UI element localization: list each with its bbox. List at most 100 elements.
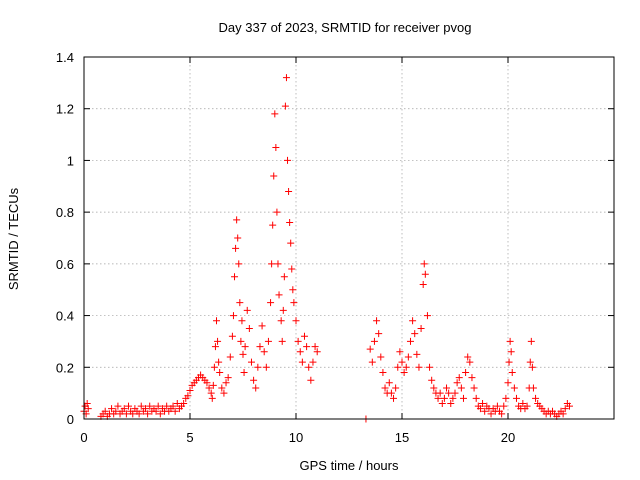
data-point bbox=[409, 317, 417, 325]
data-point bbox=[240, 368, 248, 376]
data-point bbox=[282, 74, 290, 82]
data-point bbox=[245, 325, 253, 332]
data-point bbox=[559, 410, 567, 418]
data-point bbox=[519, 399, 527, 407]
data-point bbox=[285, 187, 293, 195]
data-point bbox=[449, 394, 457, 402]
data-point bbox=[468, 374, 476, 382]
data-point bbox=[226, 353, 234, 361]
data-point bbox=[222, 379, 230, 387]
y-tick-label: 0.8 bbox=[56, 205, 74, 220]
data-point bbox=[406, 337, 414, 345]
data-point bbox=[268, 260, 276, 268]
data-point bbox=[451, 389, 459, 397]
data-point bbox=[526, 358, 534, 366]
data-point bbox=[171, 407, 179, 415]
data-point bbox=[156, 410, 164, 418]
data-point bbox=[287, 239, 295, 247]
chart-title: Day 337 of 2023, SRMTID for receiver pvo… bbox=[219, 20, 472, 35]
data-point bbox=[146, 402, 154, 410]
data-point bbox=[493, 402, 501, 410]
data-point bbox=[387, 389, 395, 397]
x-tick-label: 0 bbox=[80, 430, 87, 445]
data-point bbox=[208, 394, 216, 402]
data-point bbox=[313, 348, 321, 356]
data-point bbox=[426, 363, 434, 371]
data-point bbox=[561, 405, 569, 413]
axis-ticks: 0 0.2 0.4 0.6 0.8 1 1.2 1.4 0 5 10 15 20 bbox=[56, 50, 614, 445]
data-point bbox=[210, 363, 218, 371]
data-point bbox=[256, 343, 264, 351]
x-tick-label: 5 bbox=[186, 430, 193, 445]
data-point bbox=[247, 358, 255, 366]
data-point bbox=[279, 306, 287, 314]
data-point bbox=[289, 286, 297, 294]
data-point bbox=[122, 410, 130, 418]
data-point bbox=[243, 306, 251, 314]
data-point bbox=[445, 389, 453, 397]
data-point bbox=[394, 363, 402, 371]
data-point bbox=[309, 358, 317, 366]
data-point bbox=[300, 332, 308, 340]
data-point bbox=[411, 330, 419, 338]
data-point bbox=[262, 363, 270, 371]
data-point bbox=[296, 348, 304, 356]
data-point bbox=[235, 260, 243, 268]
data-point bbox=[274, 260, 282, 268]
data-point bbox=[286, 218, 294, 226]
data-point bbox=[368, 358, 376, 366]
data-point bbox=[269, 221, 277, 229]
data-point bbox=[218, 384, 226, 392]
plot-frame bbox=[83, 56, 615, 420]
data-point bbox=[186, 387, 194, 395]
data-point bbox=[528, 363, 536, 371]
data-point bbox=[375, 330, 383, 338]
data-point bbox=[277, 317, 285, 325]
x-axis-label: GPS time / hours bbox=[300, 458, 399, 473]
data-point bbox=[229, 312, 237, 320]
data-point bbox=[184, 392, 192, 400]
y-tick-label: 0.4 bbox=[56, 309, 74, 324]
data-point bbox=[129, 410, 137, 418]
data-point bbox=[466, 358, 474, 366]
y-axis-label: SRMTID / TECUs bbox=[6, 187, 21, 290]
data-point bbox=[252, 384, 260, 392]
y-tick-label: 0.6 bbox=[56, 257, 74, 272]
data-point bbox=[455, 374, 463, 382]
data-point bbox=[510, 384, 518, 392]
data-point bbox=[238, 317, 246, 325]
data-point bbox=[239, 350, 247, 358]
data-point bbox=[419, 281, 427, 289]
data-point bbox=[280, 273, 288, 281]
data-point bbox=[565, 402, 573, 410]
data-point bbox=[423, 312, 431, 320]
data-point bbox=[250, 376, 258, 384]
data-point bbox=[237, 337, 245, 345]
data-point bbox=[508, 368, 516, 376]
data-point bbox=[258, 322, 266, 330]
data-point bbox=[154, 402, 162, 410]
data-point bbox=[270, 172, 278, 180]
data-point bbox=[305, 363, 313, 371]
data-point bbox=[231, 273, 239, 281]
data-point bbox=[233, 216, 241, 224]
data-point bbox=[278, 337, 286, 345]
x-tick-label: 20 bbox=[501, 430, 515, 445]
data-point bbox=[400, 368, 408, 376]
y-tick-label: 1.2 bbox=[56, 102, 74, 117]
data-point bbox=[443, 384, 451, 392]
data-point bbox=[214, 337, 222, 345]
data-point bbox=[236, 299, 244, 307]
data-point bbox=[220, 389, 228, 397]
data-point bbox=[215, 358, 223, 366]
data-point bbox=[224, 374, 232, 382]
data-point bbox=[203, 379, 211, 387]
y-tick-label: 0 bbox=[67, 412, 74, 427]
data-point bbox=[213, 317, 220, 325]
data-point bbox=[373, 317, 381, 325]
data-point bbox=[434, 394, 442, 402]
x-tick-label: 15 bbox=[395, 430, 409, 445]
data-point bbox=[275, 291, 283, 299]
data-point bbox=[101, 407, 109, 415]
data-point bbox=[396, 348, 404, 356]
